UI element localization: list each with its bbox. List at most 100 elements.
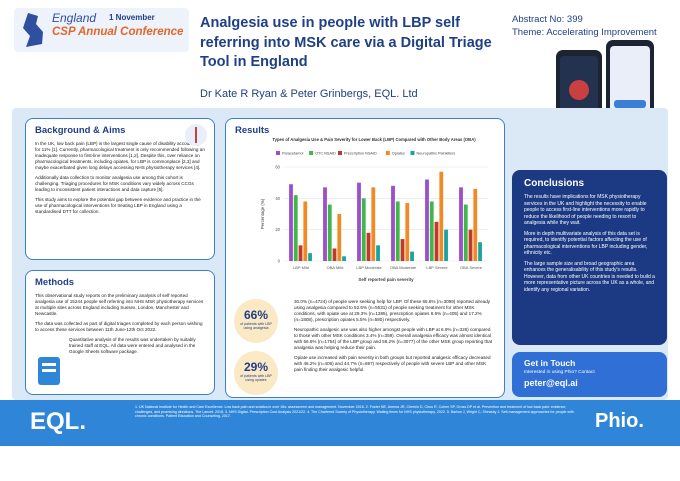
x-tick-label: LBP Mild (293, 265, 309, 270)
stat-circle: 29% of patients with LBP using opiates (234, 351, 278, 395)
bar (410, 251, 414, 261)
legend-label: Neuropathic Painkillers (417, 152, 456, 156)
bar (361, 198, 366, 261)
bar (391, 185, 395, 261)
paragraph: More in depth multivariate analysis of t… (524, 230, 648, 257)
paragraph: The data was collected as part of digita… (35, 320, 203, 332)
authors: Dr Kate R Ryan & Peter Grinbergs, EQL. L… (200, 88, 418, 100)
legend-label: Opiates (392, 152, 405, 156)
y-tick-label: 60 (275, 165, 280, 170)
x-tick-label: OBA Severe (460, 265, 483, 270)
references: 1. UK National Institute for Health and … (135, 405, 574, 419)
heading: Results (235, 125, 270, 136)
legend-label: Paracetamol (282, 152, 303, 156)
footer: EQL. 1. UK National Institute for Health… (0, 400, 680, 446)
paragraph: Opiate use increased with pain severity … (294, 354, 491, 372)
bar (357, 182, 361, 261)
spine-icon (185, 124, 207, 146)
x-tick-label: OBA Mild (327, 265, 344, 270)
stat-label: of patients with LBP using analgesia (240, 322, 272, 330)
contact-card: Get in Touch Interested in using Phio? C… (512, 352, 667, 397)
bar (323, 187, 327, 261)
bar (289, 184, 293, 261)
contact-subtitle: Interested in using Phio? Contact (524, 370, 595, 375)
bar (371, 187, 376, 261)
y-axis-label: Percentage (%) (260, 198, 265, 229)
stat-value: 66% (243, 308, 269, 322)
date: 1 November (109, 13, 155, 22)
heading: Methods (35, 277, 75, 288)
bar (342, 256, 346, 261)
paragraph: 30.0% (n=4724) of people were seeking he… (294, 299, 491, 322)
x-tick-label: OBA Moderate (390, 265, 417, 270)
bar (332, 248, 337, 261)
paragraph: The large sample size and broad geograph… (524, 260, 655, 293)
background-card: Background & Aims In the UK, low back pa… (25, 118, 215, 260)
bar (376, 245, 380, 261)
stat-label: of patients with LBP using opiates (240, 374, 272, 382)
legend-label: Prescription NSAID (344, 152, 377, 156)
legend-swatch (385, 151, 390, 155)
bar (473, 188, 478, 261)
legend-swatch (410, 151, 415, 155)
theme: Theme: Accelerating Improvement (512, 27, 657, 38)
place: England (52, 11, 97, 25)
heading: Get in Touch (524, 358, 576, 368)
bar (395, 201, 400, 261)
y-tick-label: 0 (278, 259, 281, 264)
bar (429, 201, 434, 261)
bar (327, 204, 332, 261)
paragraph: This study aims to explore the potential… (35, 196, 201, 214)
paragraph: Neuropathic analgesic use was also highe… (294, 326, 493, 350)
x-tick-label: LBP Severe (426, 265, 448, 270)
phio-logo: Phio. (595, 410, 644, 432)
paragraph: In the UK, low back pain (LBP) is the la… (35, 141, 205, 170)
x-tick-label: LBP Moderate (356, 265, 382, 270)
bar (303, 201, 308, 261)
legend-swatch (338, 151, 342, 155)
stat-value: 29% (243, 360, 269, 374)
bar (434, 221, 439, 261)
heading: Conclusions (524, 178, 585, 189)
methods-card: Methods This observational study reports… (25, 270, 215, 395)
heading: Background & Aims (35, 125, 126, 136)
results-text: 30.0% (n=4724) of people were seeking he… (294, 299, 494, 377)
conclusions-card: Conclusions The results have implication… (512, 170, 667, 345)
bar (308, 253, 312, 261)
abstract-no: Abstract No: 399 (512, 14, 583, 25)
bar (293, 195, 298, 261)
stat-circle: 66% of patients with LBP using analgesia (234, 299, 278, 343)
conference: CSP Annual Conference (52, 26, 184, 38)
chart: Types of Analgesia Use & Pain Severity f… (260, 137, 488, 282)
chart-title: Types of Analgesia Use & Pain Severity f… (272, 137, 476, 142)
bar (468, 229, 473, 261)
bar (298, 245, 303, 261)
paragraph: Additionally data collection to monitor … (35, 174, 194, 192)
x-axis-label: Self reported pain severity (358, 277, 414, 282)
paragraph: This observational study reports on the … (35, 293, 204, 316)
bar (405, 203, 410, 261)
sheet-icon (38, 357, 60, 385)
legend-swatch (276, 151, 280, 155)
logo-block: England 1 November CSP Annual Conference (14, 8, 189, 52)
poster-title: Analgesia use in people with LBP self re… (200, 15, 492, 71)
y-tick-label: 40 (275, 196, 280, 201)
eql-logo: EQL. (30, 408, 87, 435)
email[interactable]: peter@eql.ai (524, 378, 578, 388)
bar (425, 179, 429, 261)
legend-label: OTC NSAID (315, 152, 336, 156)
bar (478, 242, 482, 261)
bar (463, 204, 468, 261)
bar (439, 171, 444, 261)
bar (459, 187, 463, 261)
results-card: Results Types of Analgesia Use & Pain Se… (225, 118, 505, 398)
legend-swatch (309, 151, 314, 155)
paragraph: Quantitative analysis of the results was… (69, 336, 196, 354)
map-icon (23, 13, 43, 47)
paragraph: The results have implications for MSK ph… (524, 194, 647, 226)
bar (366, 232, 371, 261)
bar (444, 229, 448, 261)
y-tick-label: 20 (275, 227, 280, 232)
bar (400, 239, 405, 261)
